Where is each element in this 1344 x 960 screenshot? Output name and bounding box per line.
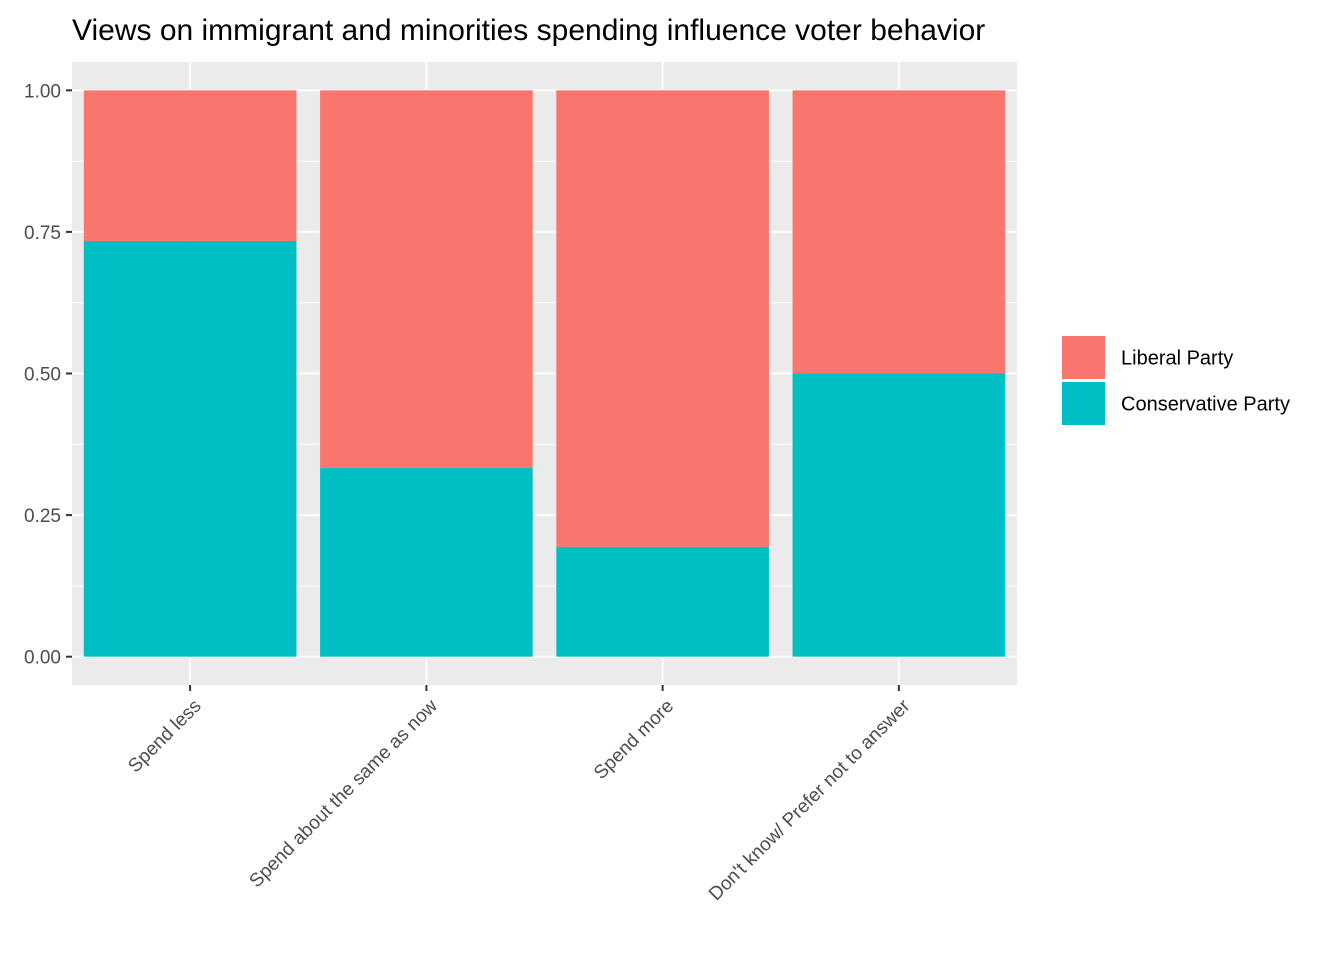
bar-segment bbox=[556, 546, 769, 657]
bars bbox=[83, 90, 1006, 657]
y-axis: 0.00 0.25 0.50 0.75 1.00 bbox=[24, 81, 72, 669]
bar-segment bbox=[320, 90, 533, 469]
y-tick-label: 0.75 bbox=[24, 223, 61, 244]
x-tick-label: Spend more bbox=[590, 696, 678, 784]
y-tick-label: 0.50 bbox=[24, 365, 61, 386]
y-tick-label: 0.00 bbox=[24, 648, 61, 669]
bar-segment bbox=[83, 240, 297, 657]
bar-segment bbox=[556, 90, 769, 547]
bar-segment bbox=[320, 468, 533, 657]
bar-segment bbox=[792, 90, 1006, 374]
y-tick-label: 0.25 bbox=[24, 506, 61, 527]
x-axis: Spend less Spend about the same as now Spe… bbox=[124, 685, 915, 905]
chart-title: Views on immigrant and minorities spendi… bbox=[72, 14, 985, 47]
y-tick-label: 1.00 bbox=[24, 81, 61, 102]
legend-label: Liberal Party bbox=[1121, 348, 1233, 370]
bar-segment bbox=[83, 90, 297, 241]
x-tick-label: Spend about the same as now bbox=[246, 695, 443, 892]
bar-segment bbox=[792, 373, 1006, 657]
x-tick-label: Spend less bbox=[124, 696, 205, 777]
legend-label: Conservative Party bbox=[1121, 394, 1290, 416]
x-tick-label: Don't know/ Prefer not to answer bbox=[705, 695, 915, 905]
legend: Liberal Party Conservative Party bbox=[1062, 336, 1290, 425]
legend-key bbox=[1062, 336, 1105, 379]
legend-key bbox=[1062, 382, 1105, 425]
